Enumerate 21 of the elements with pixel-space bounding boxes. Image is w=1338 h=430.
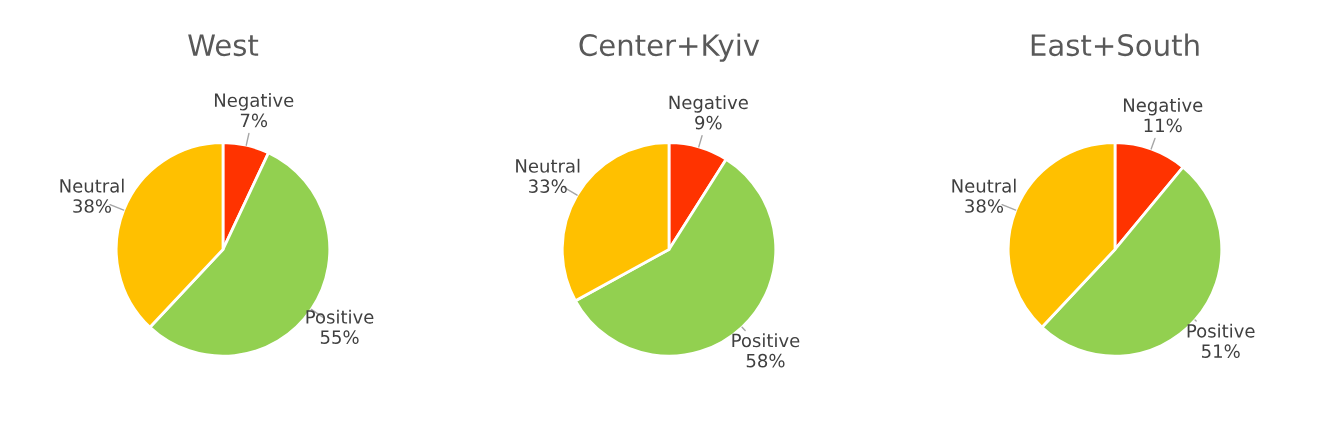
data-label: 58% [746, 353, 785, 368]
data-label: 9% [695, 115, 722, 130]
data-label: 55% [320, 330, 359, 344]
data-label: 33% [529, 179, 567, 194]
data-label: 51% [1202, 344, 1240, 358]
chart-title: East+South [1031, 33, 1199, 57]
data-label: 11% [1144, 118, 1182, 133]
data-label: 7% [240, 113, 268, 128]
slice-label: Negative [669, 95, 748, 113]
slice-label: Positive [1187, 323, 1255, 338]
chart-title: Center+Kyiv [579, 33, 760, 62]
slice-label: Positive [306, 309, 374, 324]
slice-label: Neutral [952, 178, 1016, 193]
slice-label: Neutral [60, 178, 124, 193]
data-label: 38% [73, 199, 112, 213]
slice-label: Neutral [516, 158, 580, 173]
slice-label: Negative [214, 93, 294, 111]
slice-label: Positive [732, 333, 800, 348]
chart-title: West [188, 34, 259, 57]
data-label: 38% [965, 199, 1004, 213]
slice-label: Negative [1123, 97, 1203, 116]
